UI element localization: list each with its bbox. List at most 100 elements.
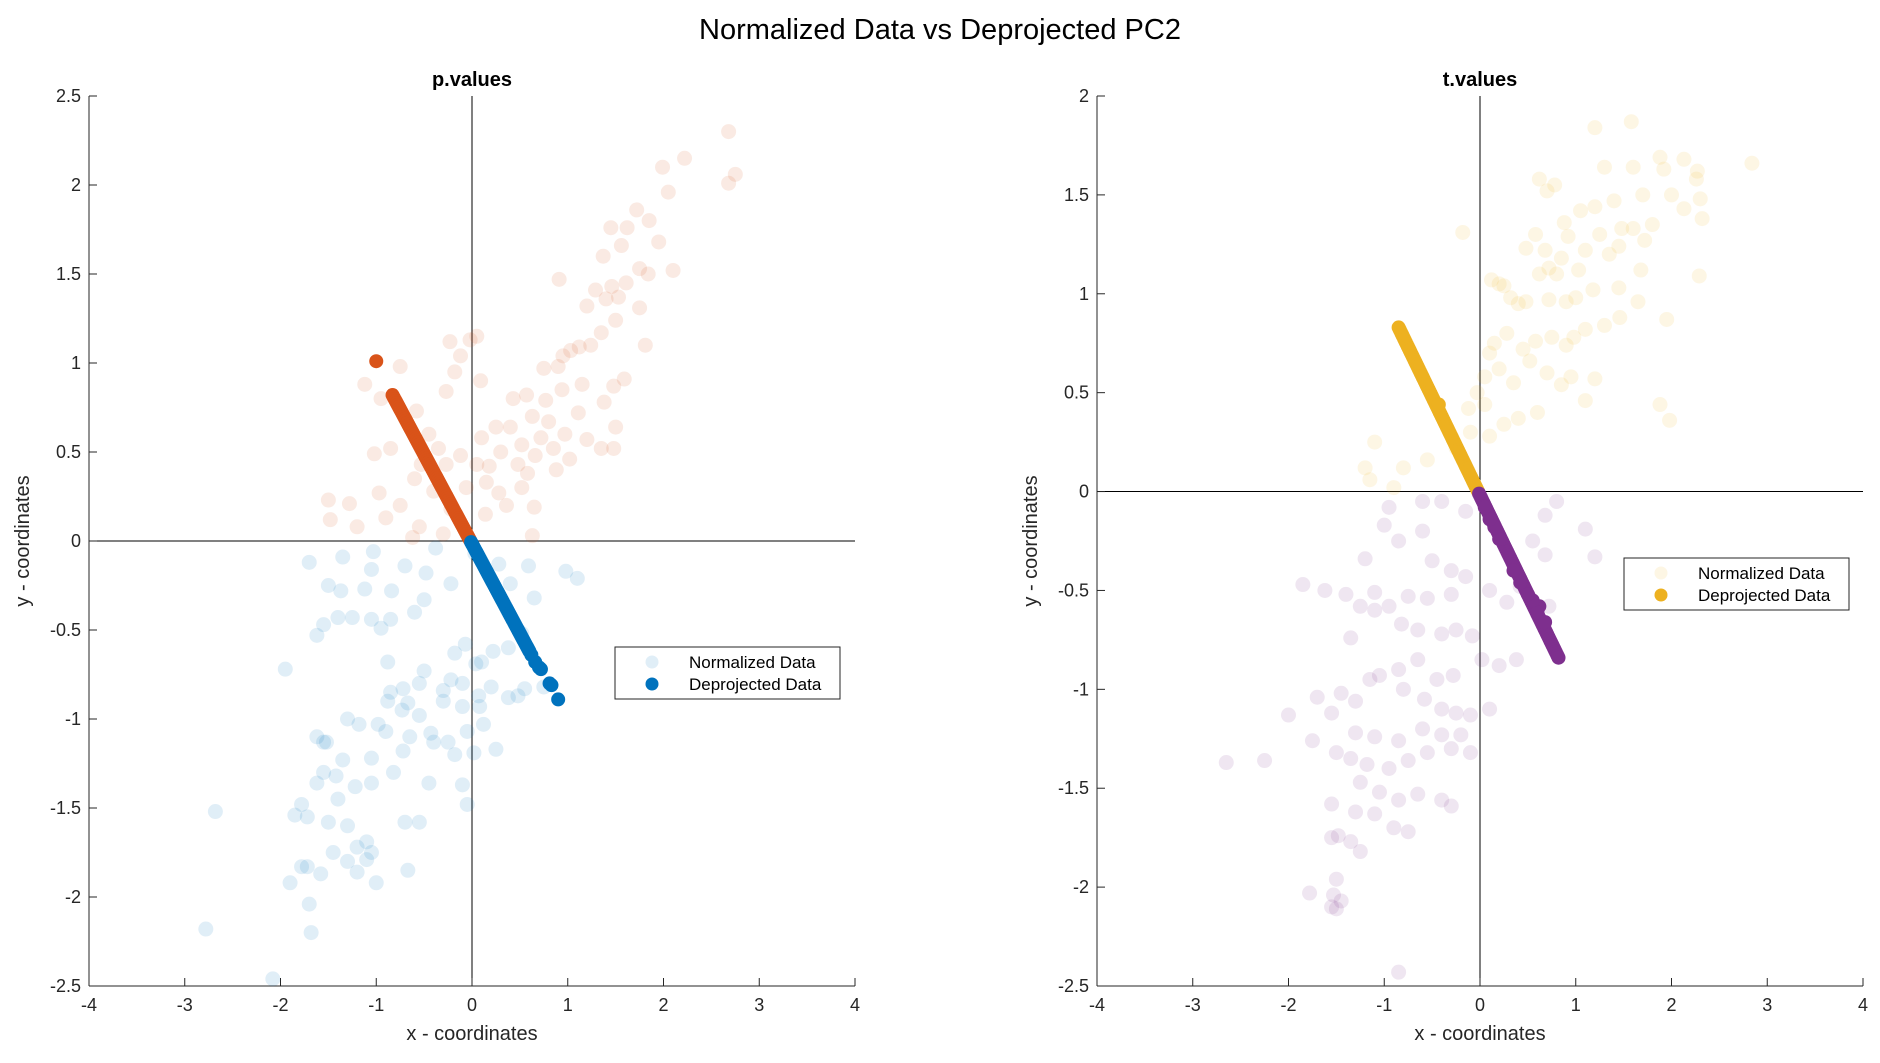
x-tick-label: -1	[1376, 995, 1392, 1015]
y-tick-label: -1.5	[50, 798, 81, 818]
normalized-data-point	[1606, 193, 1622, 209]
axes-title: p.values	[432, 69, 512, 91]
normalized-data-point	[1568, 290, 1584, 306]
normalized-data-point	[606, 378, 622, 394]
normalized-data-point	[1553, 250, 1569, 266]
normalized-data-point	[1577, 521, 1593, 537]
normalized-data-point	[608, 312, 624, 328]
normalized-data-point	[1499, 594, 1515, 610]
normalized-data-point	[1630, 294, 1646, 310]
normalized-data-point	[1381, 760, 1397, 776]
normalized-data-point	[320, 578, 336, 593]
normalized-data-point	[500, 690, 516, 706]
normalized-data-point	[473, 373, 489, 389]
x-tick-label: 4	[850, 995, 860, 1015]
normalized-data-point	[1496, 416, 1512, 432]
normalized-data-point	[469, 456, 485, 472]
normalized-data-point	[536, 360, 552, 376]
normalized-data-point	[383, 684, 399, 700]
normalized-data-point	[519, 387, 535, 403]
deprojected-data-point	[1482, 512, 1497, 527]
normalized-data-point	[265, 971, 281, 987]
normalized-data-point	[380, 693, 396, 709]
normalized-data-point	[491, 485, 507, 501]
normalized-data-point	[371, 485, 387, 501]
normalized-data-point	[454, 777, 470, 793]
normalized-data-point	[318, 734, 334, 750]
y-tick-label: -1	[1073, 679, 1089, 699]
normalized-data-point	[1491, 658, 1507, 674]
normalized-data-point	[520, 465, 536, 481]
normalized-data-point	[1496, 278, 1512, 294]
normalized-data-point	[1525, 533, 1541, 549]
normalized-data-point	[485, 643, 501, 659]
normalized-data-point	[583, 337, 599, 353]
normalized-data-point	[1596, 317, 1612, 333]
normalized-data-point	[1537, 507, 1553, 523]
normalized-data-point	[1391, 662, 1407, 678]
x-tick-label: 0	[1475, 995, 1485, 1015]
normalized-data-point	[383, 440, 399, 456]
normalized-data-point	[1556, 215, 1572, 231]
normalized-data-point	[1328, 871, 1344, 887]
normalized-data-point	[474, 430, 490, 446]
deprojected-data-point	[1513, 575, 1528, 590]
normalized-data-point	[402, 729, 418, 745]
normalized-data-point	[421, 426, 437, 442]
y-tick-label: 0.5	[56, 442, 81, 462]
normalized-data-point	[363, 750, 379, 766]
legend-marker-normalized	[1654, 566, 1668, 580]
y-tick-label: -2	[1073, 877, 1089, 897]
legend-label-normalized: Normalized Data	[1698, 564, 1825, 583]
normalized-data-point	[457, 636, 473, 652]
y-axis-label: y - coordinates	[12, 475, 34, 606]
normalized-data-point	[1362, 671, 1378, 687]
normalized-data-point	[407, 604, 423, 620]
normalized-data-point	[1659, 311, 1675, 327]
normalized-data-point	[1330, 828, 1346, 844]
normalized-data-point	[207, 804, 223, 820]
normalized-data-point	[1544, 329, 1560, 345]
normalized-data-point	[1343, 630, 1359, 646]
normalized-data-point	[1541, 260, 1557, 276]
x-axis-label: x - coordinates	[406, 1023, 537, 1045]
normalized-data-point	[1482, 345, 1498, 361]
normalized-data-point	[1443, 563, 1459, 579]
normalized-data-point	[1694, 211, 1710, 227]
x-tick-label: -1	[368, 995, 384, 1015]
normalized-data-point	[462, 332, 478, 348]
normalized-data-point	[301, 896, 317, 912]
normalized-data-point	[299, 809, 315, 825]
normalized-data-point	[1518, 240, 1534, 256]
normalized-data-point	[1391, 964, 1407, 980]
normalized-data-point	[524, 408, 540, 424]
normalized-data-point	[430, 440, 446, 456]
normalized-data-point	[1614, 221, 1630, 237]
normalized-data-point	[502, 419, 518, 435]
normalized-data-point	[1518, 294, 1534, 310]
normalized-data-point	[1419, 590, 1435, 606]
normalized-data-point	[1400, 588, 1416, 604]
normalized-data-point	[357, 581, 373, 597]
normalized-data-point	[1558, 294, 1574, 310]
y-tick-label: 0	[71, 531, 81, 551]
x-tick-label: -4	[1089, 995, 1105, 1015]
normalized-data-point	[447, 364, 463, 380]
normalized-data-point	[335, 549, 351, 565]
deprojected-data-point	[1520, 587, 1535, 602]
normalized-data-point	[435, 693, 451, 709]
normalized-data-point	[1400, 753, 1416, 769]
normalized-data-point	[1400, 824, 1416, 840]
y-axis-label: y - coordinates	[1020, 475, 1042, 606]
normalized-data-point	[1333, 685, 1349, 701]
normalized-data-point	[1637, 232, 1653, 248]
normalized-data-point	[395, 681, 411, 697]
normalized-data-point	[469, 328, 485, 344]
y-tick-label: -1.5	[1058, 778, 1089, 798]
normalized-data-point	[1367, 602, 1383, 618]
normalized-data-point	[1348, 725, 1364, 741]
normalized-data-point	[328, 768, 344, 784]
normalized-data-point	[1573, 203, 1589, 219]
normalized-data-point	[1324, 796, 1340, 812]
